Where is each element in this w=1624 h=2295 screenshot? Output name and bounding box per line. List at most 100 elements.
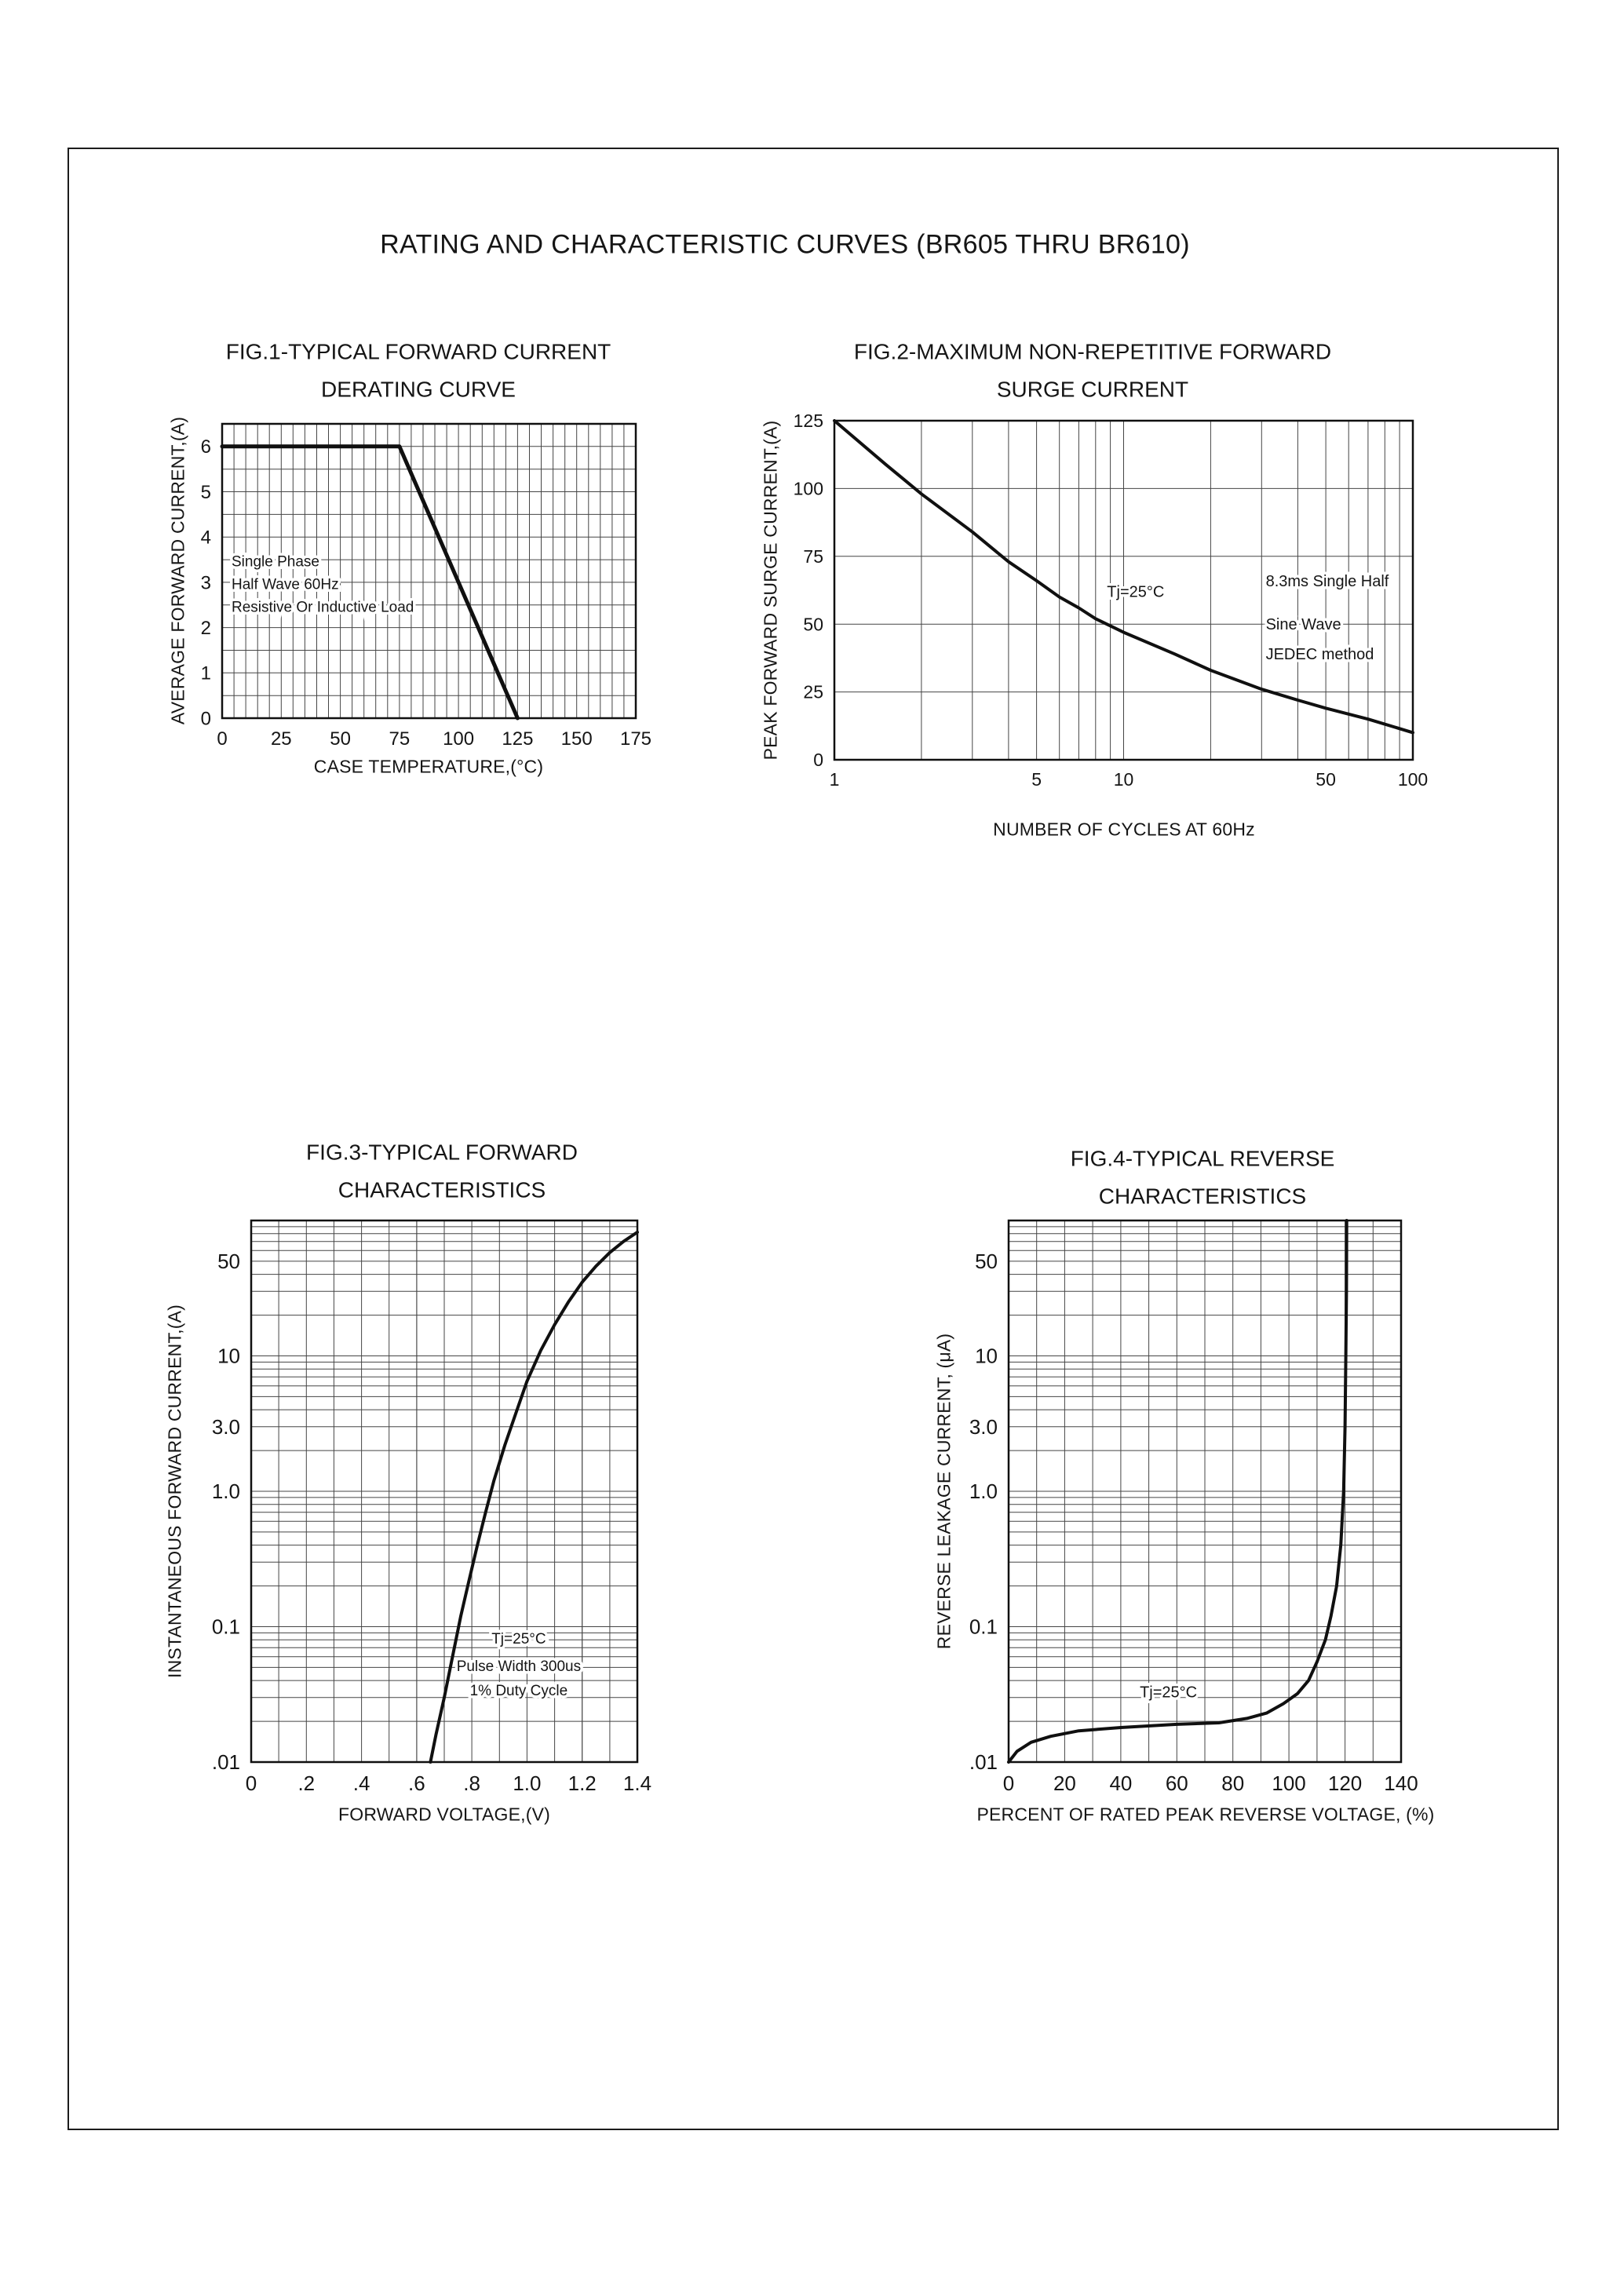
fig3-y-tick-label: 3.0 — [212, 1415, 240, 1439]
fig1-y-axis-label: AVERAGE FORWARD CURRENT,(A) — [167, 416, 188, 725]
fig4-reverse-leakage-curve — [1007, 1219, 1348, 1764]
fig4-y-tick-label: 0.1 — [969, 1615, 998, 1639]
fig4-x-tick-label: 80 — [1221, 1771, 1244, 1795]
fig1-x-axis-label: CASE TEMPERATURE,(°C) — [313, 756, 544, 777]
fig4-annotation: Tj=25°C — [1140, 1684, 1197, 1702]
fig1-grid — [222, 424, 636, 718]
fig3-title-line2: CHARACTERISTICS — [338, 1177, 546, 1202]
fig4-title: FIG.4-TYPICAL REVERSE CHARACTERISTICS — [1071, 1140, 1335, 1214]
fig1-title-line1: FIG.1-TYPICAL FORWARD CURRENT — [225, 339, 611, 364]
fig1-x-tick-label: 25 — [271, 728, 292, 750]
fig3-annotation: Pulse Width 300us — [457, 1658, 581, 1675]
fig1-title: FIG.1-TYPICAL FORWARD CURRENT DERATING C… — [226, 333, 611, 407]
fig1-annotation: Single Phase — [232, 554, 319, 571]
fig2-x-tick-label: 100 — [1398, 769, 1428, 790]
fig3-x-axis-label: FORWARD VOLTAGE,(V) — [338, 1804, 551, 1825]
fig3-forward-characteristic-curve — [429, 1230, 639, 1764]
fig3-annotation: 1% Duty Cycle — [470, 1683, 568, 1699]
fig1-x-tick-label: 0 — [217, 728, 227, 750]
fig3-y-tick-label: .01 — [212, 1750, 240, 1774]
fig1-x-tick-label: 175 — [620, 728, 651, 750]
page-title: RATING AND CHARACTERISTIC CURVES (BR605 … — [380, 229, 1190, 260]
fig2-title: FIG.2-MAXIMUM NON-REPETITIVE FORWARD SUR… — [854, 333, 1331, 407]
fig3-y-axis-label: INSTANTANEOUS FORWARD CURRENT,(A) — [164, 1304, 185, 1678]
fig4-y-tick-label: .01 — [969, 1750, 998, 1774]
fig2-x-tick-label: 5 — [1031, 769, 1042, 790]
fig2-plot: 1 5 10 50 100 0 25 50 75 100 125 Tj=25°C 8.3ms Singl… — [794, 410, 1429, 790]
fig2-surge-current-curve — [833, 419, 1414, 735]
fig3-y-tick-label: 50 — [217, 1250, 240, 1273]
fig3-grid — [251, 1220, 637, 1762]
fig1-derating-curve — [220, 444, 520, 721]
fig2-y-tick-label: 75 — [803, 546, 823, 567]
fig3-y-tick-label: 1.0 — [212, 1480, 240, 1503]
fig1-y-tick-label: 4 — [201, 527, 211, 549]
fig2-y-axis-label: PEAK FORWARD SURGE CURRENT,(A) — [760, 420, 781, 761]
fig2-title-line1: FIG.2-MAXIMUM NON-REPETITIVE FORWARD — [853, 339, 1332, 364]
fig1-x-tick-label: 100 — [443, 728, 474, 750]
fig3-x-tick-label: .2 — [297, 1771, 315, 1795]
fig4-x-tick-label: 0 — [1003, 1771, 1014, 1795]
fig1-y-tick-label: 5 — [201, 482, 211, 503]
fig2-annotation: JEDEC method — [1266, 646, 1374, 663]
fig4-y-tick-label: 1.0 — [969, 1480, 998, 1503]
fig2-y-tick-label: 25 — [803, 682, 823, 702]
fig1-y-tick-label: 3 — [201, 572, 211, 593]
fig1-x-tick-label: 75 — [389, 728, 411, 750]
fig1-y-tick-label: 2 — [201, 618, 211, 639]
fig1-x-tick-label: 125 — [502, 728, 533, 750]
fig4-x-tick-label: 100 — [1272, 1771, 1305, 1795]
fig1-y-tick-label: 1 — [201, 663, 211, 684]
fig4-x-tick-label: 40 — [1109, 1771, 1132, 1795]
fig2-y-tick-label: 125 — [794, 410, 823, 431]
fig2-title-line2: SURGE CURRENT — [996, 377, 1189, 401]
fig3-title: FIG.3-TYPICAL FORWARD CHARACTERISTICS — [306, 1133, 578, 1208]
fig4-x-tick-label: 120 — [1328, 1771, 1362, 1795]
fig4-y-tick-label: 50 — [975, 1250, 998, 1273]
fig2-x-tick-label: 10 — [1114, 769, 1134, 790]
fig2-x-tick-label: 1 — [830, 769, 840, 790]
fig1-x-tick-label: 50 — [330, 728, 351, 750]
fig4-plot: 0 20 40 60 80 100 120 140 50 10 3.0 1.0 0.1 .01 Tj=25°… — [969, 1219, 1418, 1795]
fig3-x-tick-label: 0 — [246, 1771, 257, 1795]
fig2-plot-border — [833, 419, 1414, 761]
fig4-x-tick-label: 140 — [1384, 1771, 1418, 1795]
fig1-x-tick-label: 150 — [561, 728, 593, 750]
fig2-annotation: Tj=25°C — [1107, 584, 1164, 601]
fig4-y-tick-label: 3.0 — [969, 1415, 998, 1439]
fig4-title-line1: FIG.4-TYPICAL REVERSE — [1070, 1146, 1335, 1171]
fig1-annotation: Half Wave 60Hz — [232, 577, 339, 593]
fig4-y-axis-label: REVERSE LEAKAGE CURRENT, (μA) — [933, 1333, 954, 1650]
fig2-x-axis-label: NUMBER OF CYCLES AT 60Hz — [993, 819, 1255, 840]
fig3-x-tick-label: 1.0 — [513, 1771, 541, 1795]
fig3-x-tick-label: .6 — [408, 1771, 425, 1795]
fig3-x-tick-label: 1.2 — [568, 1771, 597, 1795]
fig4-plot-border — [1007, 1219, 1403, 1764]
fig3-title-line1: FIG.3-TYPICAL FORWARD — [306, 1140, 578, 1165]
fig3-x-tick-label: .4 — [353, 1771, 370, 1795]
fig3-y-tick-label: 0.1 — [212, 1615, 240, 1639]
fig2-annotation: Sine Wave — [1266, 616, 1341, 633]
fig2-y-tick-label: 50 — [803, 614, 823, 634]
fig4-x-tick-label: 20 — [1053, 1771, 1076, 1795]
fig4-y-tick-label: 10 — [975, 1345, 998, 1368]
fig4-x-axis-label: PERCENT OF RATED PEAK REVERSE VOLTAGE, (… — [976, 1804, 1435, 1825]
fig1-y-tick-label: 0 — [201, 708, 211, 729]
fig3-annotation: Tj=25°C — [491, 1631, 546, 1647]
fig2-grid — [834, 421, 1413, 760]
fig3-x-tick-label: 1.4 — [623, 1771, 651, 1795]
page-border — [68, 148, 1559, 2130]
fig3-x-tick-label: .8 — [463, 1771, 480, 1795]
fig4-x-tick-label: 60 — [1166, 1771, 1188, 1795]
fig1-y-tick-label: 6 — [201, 436, 211, 458]
fig4-title-line2: CHARACTERISTICS — [1098, 1184, 1307, 1208]
fig4-grid — [1009, 1220, 1401, 1762]
fig2-annotation: 8.3ms Single Half — [1266, 573, 1389, 590]
fig1-plot: 0 25 50 75 100 125 150 175 0 1 2 3 4 5 6 Single Phase Ha… — [201, 422, 651, 750]
fig3-plot: 0 .2 .4 .6 .8 1.0 1.2 1.4 50 10 3.0 1.0 0.1 .01 Tj=25°… — [212, 1219, 651, 1795]
fig3-y-tick-label: 10 — [217, 1345, 240, 1368]
fig2-y-tick-label: 0 — [813, 750, 823, 770]
fig2-y-tick-label: 100 — [794, 478, 823, 498]
